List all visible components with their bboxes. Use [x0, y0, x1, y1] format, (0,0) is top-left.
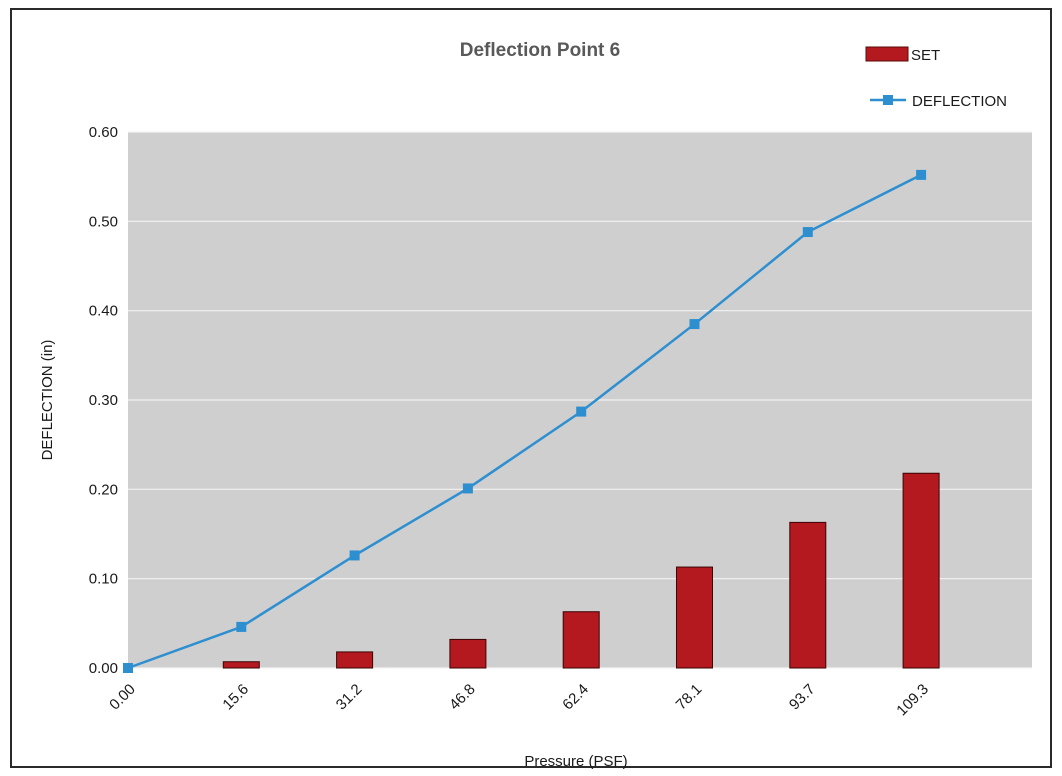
deflection-point: [462, 483, 473, 494]
y-axis-label: DEFLECTION (in): [39, 340, 56, 461]
legend-deflection-marker: [883, 95, 893, 105]
y-tick-label: 0.40: [89, 303, 118, 320]
deflection-line: [127, 173, 922, 670]
deflection-point: [123, 663, 133, 673]
set-bar: [336, 651, 374, 669]
y-tick-label: 0.50: [89, 213, 118, 230]
legend: SET DEFLECTION: [865, 46, 1007, 110]
deflection-point: [349, 550, 360, 561]
set-bar: [222, 661, 260, 669]
y-tick-label: 0.60: [89, 124, 118, 141]
x-tick-label: 46.8: [446, 681, 479, 714]
x-axis-ticks: 0.00 15.6 31.2 46.8 62.4 78.1 93.7 109.3: [106, 681, 932, 720]
x-tick-label: 0.00: [106, 681, 139, 714]
x-tick-label: 93.7: [786, 681, 819, 714]
set-bar: [676, 566, 713, 669]
x-tick-label: 31.2: [333, 681, 366, 714]
deflection-line-layer: [123, 169, 927, 673]
deflection-point: [236, 621, 247, 632]
x-tick-label: 15.6: [219, 681, 252, 714]
y-axis-ticks: 0.00 0.10 0.20 0.30 0.40 0.50 0.60: [89, 124, 118, 677]
legend-set-swatch: [865, 46, 909, 62]
legend-deflection-label: DEFLECTION: [912, 93, 1007, 110]
chart-title: Deflection Point 6: [460, 40, 620, 61]
y-tick-label: 0.30: [89, 392, 118, 409]
set-bar: [449, 638, 487, 669]
y-tick-label: 0.20: [89, 481, 118, 498]
set-bar: [902, 472, 940, 669]
gridlines: [128, 131, 1032, 669]
x-axis-label: Pressure (PSF): [524, 753, 627, 770]
deflection-point: [916, 169, 927, 180]
set-bar: [789, 521, 827, 669]
x-tick-label: 78.1: [673, 681, 706, 714]
deflection-point: [576, 406, 587, 417]
x-tick-label: 62.4: [559, 681, 592, 714]
deflection-point: [802, 227, 813, 238]
set-bar: [562, 611, 600, 669]
deflection-point: [689, 319, 700, 330]
x-tick-label: 109.3: [893, 681, 932, 720]
legend-set-label: SET: [911, 47, 940, 64]
set-bars: [222, 472, 940, 669]
y-tick-label: 0.00: [89, 660, 118, 677]
y-tick-label: 0.10: [89, 571, 118, 588]
